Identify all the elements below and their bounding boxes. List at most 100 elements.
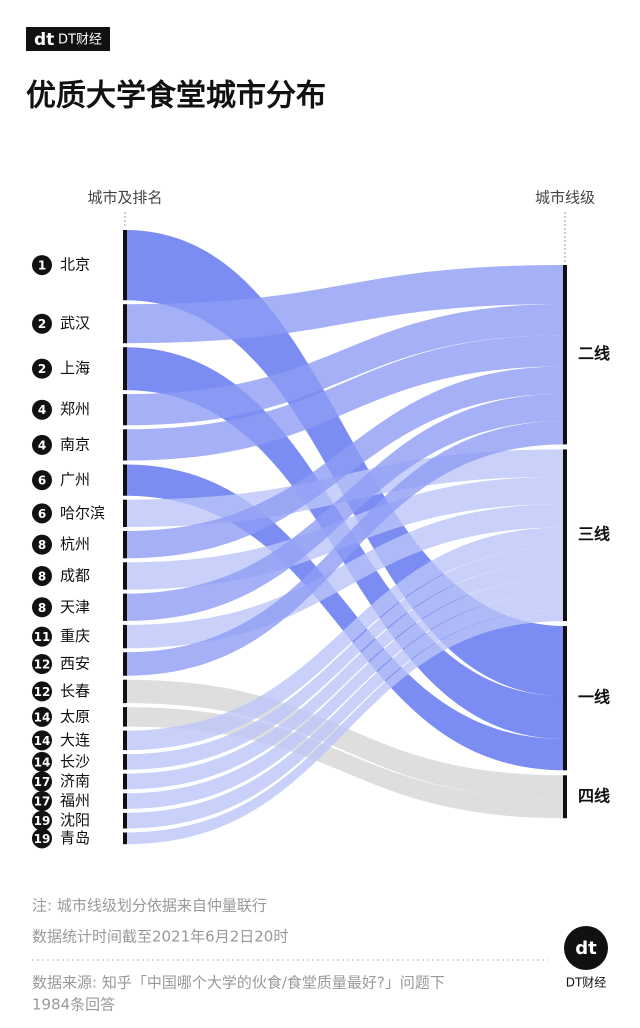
- city-node: [123, 754, 127, 770]
- rank-badge: [32, 565, 52, 586]
- footer-logo: [564, 926, 608, 970]
- flow: [125, 476, 565, 590]
- rank-badge: [32, 730, 52, 751]
- city-label: 广州: [60, 471, 90, 489]
- city-node: [123, 730, 127, 751]
- rank-badge: [32, 771, 52, 792]
- brand-logo: dt: [34, 30, 54, 50]
- source: 1984条回答: [32, 996, 115, 1014]
- rank-badge: [32, 534, 52, 555]
- city-node: [123, 429, 127, 461]
- rank-badge: [32, 399, 52, 420]
- flow: [125, 504, 565, 649]
- city-label: 大连: [60, 731, 90, 749]
- city-label: 沈阳: [60, 811, 90, 829]
- city-label: 长沙: [60, 752, 90, 770]
- flow: [125, 527, 565, 751]
- rank-label: 8: [38, 569, 46, 583]
- tier-label: 三线: [578, 525, 610, 544]
- city-label: 福州: [60, 792, 90, 810]
- flow: [125, 335, 565, 461]
- city-label: 北京: [60, 256, 90, 274]
- rank-badge: [32, 626, 52, 647]
- rank-label: 1: [38, 259, 46, 273]
- flow: [125, 546, 565, 770]
- rank-label: 8: [38, 538, 46, 552]
- city-node: [123, 593, 127, 621]
- tier-node: [563, 449, 567, 621]
- city-node: [123, 773, 127, 790]
- city-label: 天津: [60, 598, 90, 616]
- tier-label: 一线: [578, 688, 610, 707]
- rank-label: 14: [34, 755, 51, 769]
- tier-node: [563, 626, 567, 771]
- rank-badge: [32, 313, 52, 334]
- city-node: [123, 812, 127, 829]
- rank-label: 14: [34, 734, 51, 748]
- city-label: 杭州: [60, 535, 90, 553]
- city-label: 哈尔滨: [60, 504, 105, 522]
- city-label: 上海: [60, 359, 90, 377]
- flow: [125, 304, 565, 426]
- rank-label: 12: [34, 685, 51, 699]
- rank-label: 19: [34, 832, 51, 846]
- rank-badge: [32, 654, 52, 674]
- right-axis-label: 城市线级: [535, 189, 595, 207]
- rank-label: 4: [38, 438, 46, 452]
- city-node: [123, 531, 127, 559]
- city-node: [123, 562, 127, 590]
- rank-label: 17: [34, 795, 51, 809]
- city-node: [123, 707, 127, 727]
- city-node: [123, 394, 127, 426]
- tier-label: 二线: [578, 344, 610, 363]
- rank-badge: [32, 503, 52, 524]
- rank-label: 2: [38, 362, 46, 376]
- city-label: 武汉: [60, 314, 90, 332]
- city-node: [123, 679, 127, 704]
- flow: [125, 593, 565, 829]
- city-label: 济南: [60, 772, 90, 790]
- rank-badge: [32, 706, 52, 727]
- rank-badge: [32, 828, 52, 849]
- flow: [125, 265, 565, 344]
- rank-label: 12: [34, 658, 51, 672]
- city-label: 青岛: [60, 829, 90, 847]
- rank-label: 19: [34, 814, 51, 828]
- rank-badge: [32, 358, 52, 379]
- city-label: 太原: [60, 707, 90, 725]
- city-label: 重庆: [60, 627, 90, 645]
- rank-label: 2: [38, 317, 46, 331]
- rank-label: 14: [34, 710, 51, 724]
- rank-badge: [32, 681, 52, 702]
- city-node: [123, 499, 127, 527]
- city-label: 西安: [60, 655, 90, 673]
- note: 注: 城市线级划分依据来自仲量联行: [32, 897, 267, 915]
- rank-label: 11: [34, 630, 51, 644]
- brand-name: DT财经: [58, 33, 102, 48]
- flow: [125, 421, 565, 676]
- tier-node: [563, 265, 567, 445]
- rank-badge: [32, 597, 52, 618]
- note: 数据统计时间截至2021年6月2日20时: [32, 928, 288, 946]
- flow: [125, 562, 565, 790]
- rank-label: 8: [38, 601, 46, 615]
- flow: [125, 609, 565, 845]
- city-node: [123, 304, 127, 344]
- rank-label: 17: [34, 775, 51, 789]
- city-node: [123, 464, 127, 496]
- brand-badge: [26, 27, 110, 51]
- rank-label: 6: [38, 507, 46, 521]
- city-node: [123, 793, 127, 809]
- city-node: [123, 347, 127, 391]
- rank-label: 4: [38, 403, 46, 417]
- flow: [125, 366, 565, 559]
- left-axis-label: 城市及排名: [87, 189, 162, 207]
- footer-logo-text: dt: [575, 938, 597, 959]
- city-label: 成都: [60, 566, 90, 584]
- chart-title: 优质大学食堂城市分布: [26, 79, 326, 114]
- source: 数据来源: 知乎「中国哪个大学的伙食/食堂质量最好?」问题下: [32, 974, 445, 992]
- city-label: 南京: [60, 435, 90, 453]
- footer-brand: DT财经: [566, 976, 607, 990]
- city-node: [123, 230, 127, 301]
